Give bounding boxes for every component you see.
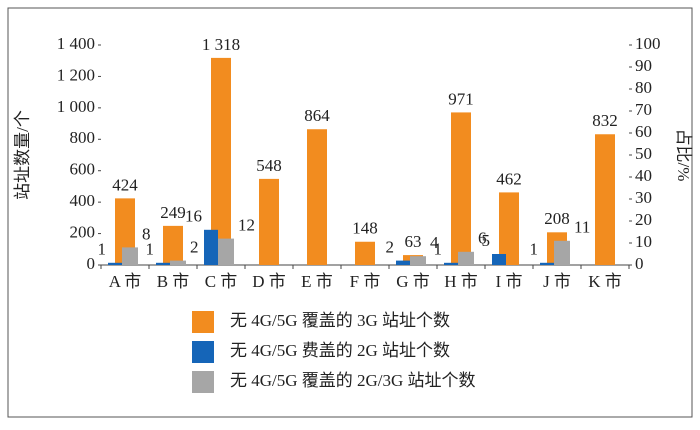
y2-tick-label: 60 <box>635 122 652 141</box>
y2-tick-label: 0 <box>635 254 644 273</box>
bar <box>492 254 506 265</box>
value-label: 6 <box>478 229 487 248</box>
bar <box>259 178 279 265</box>
value-label: 1 <box>98 240 107 259</box>
x-tick-label: B 市 <box>157 272 190 291</box>
legend-label: 无 4G/5G 覆盖的 3G 站址个数 <box>230 311 450 330</box>
legend-swatch <box>192 371 214 393</box>
bar <box>307 129 327 265</box>
x-tick-label: E 市 <box>301 272 333 291</box>
legend-label: 无 4G/5G 费盖的 2G 站址个数 <box>230 341 450 360</box>
y-axis-label: 站址数量/个 <box>13 110 32 200</box>
y2-tick-label: 90 <box>635 56 652 75</box>
legend-label: 无 4G/5G 覆盖的 2G/3G 站址个数 <box>230 371 476 390</box>
bar <box>204 229 218 265</box>
bar <box>108 262 122 265</box>
y-tick-label: 200 <box>70 222 96 241</box>
x-tick-label: J 市 <box>543 272 571 291</box>
y-tick-label: 1 400 <box>57 34 95 53</box>
legend-swatch <box>192 341 214 363</box>
value-label: 864 <box>304 106 330 125</box>
value-label: 462 <box>496 169 522 188</box>
x-tick-label: D 市 <box>252 272 286 291</box>
value-label: 1 318 <box>202 35 240 54</box>
y2-tick-label: 30 <box>635 188 652 207</box>
bar <box>595 134 615 265</box>
x-tick-label: A 市 <box>109 272 142 291</box>
value-label: 148 <box>352 219 378 238</box>
bar <box>170 260 186 265</box>
y2-tick-label: 40 <box>635 166 652 185</box>
x-tick-label: G 市 <box>396 272 430 291</box>
value-label: 832 <box>592 111 618 130</box>
value-label: 11 <box>574 218 590 237</box>
x-tick-label: C 市 <box>205 272 238 291</box>
value-label: 548 <box>256 156 282 175</box>
bar <box>355 241 375 265</box>
bar <box>211 57 231 266</box>
value-label: 249 <box>160 203 186 222</box>
legend-swatch <box>192 311 214 333</box>
bar <box>163 225 183 265</box>
value-label: 424 <box>112 175 138 194</box>
y2-axis-label: 占比/% <box>674 129 693 182</box>
y2-tick-label: 80 <box>635 78 652 97</box>
value-label: 8 <box>142 224 151 243</box>
value-label: 4 <box>430 233 439 252</box>
value-label: 2 <box>386 238 395 257</box>
value-label: 1 <box>434 240 443 259</box>
value-label: 2 <box>190 238 199 257</box>
bar <box>554 240 570 265</box>
y2-tick-label: 10 <box>635 232 652 251</box>
x-tick-label: H 市 <box>444 272 478 291</box>
x-tick-label: F 市 <box>350 272 381 291</box>
bar <box>499 192 519 265</box>
bar <box>410 256 426 265</box>
value-label: 1 <box>530 240 539 259</box>
bar <box>444 262 458 265</box>
bar <box>218 238 234 265</box>
bar <box>458 251 474 265</box>
y-tick-label: 400 <box>70 191 96 210</box>
value-label: 16 <box>185 207 202 226</box>
y2-tick-label: 50 <box>635 144 652 163</box>
bar <box>122 247 138 265</box>
value-label: 63 <box>405 232 422 251</box>
y-tick-label: 1 200 <box>57 65 95 84</box>
y2-tick-label: 20 <box>635 210 652 229</box>
value-label: 5 <box>482 231 491 250</box>
bar <box>396 260 410 265</box>
y-tick-label: 800 <box>70 128 96 147</box>
value-label: 12 <box>238 216 255 235</box>
value-label: 1 <box>146 240 155 259</box>
y-tick-label: 1 000 <box>57 97 95 116</box>
y-tick-label: 0 <box>87 254 96 273</box>
x-tick-label: K 市 <box>588 272 622 291</box>
x-tick-label: I 市 <box>496 272 523 291</box>
bar <box>156 262 170 265</box>
value-label: 971 <box>448 89 474 108</box>
bar <box>540 262 554 265</box>
y2-tick-label: 100 <box>635 34 661 53</box>
bar <box>451 112 471 266</box>
y-tick-label: 600 <box>70 160 96 179</box>
y2-tick-label: 70 <box>635 100 652 119</box>
value-label: 208 <box>544 209 570 228</box>
